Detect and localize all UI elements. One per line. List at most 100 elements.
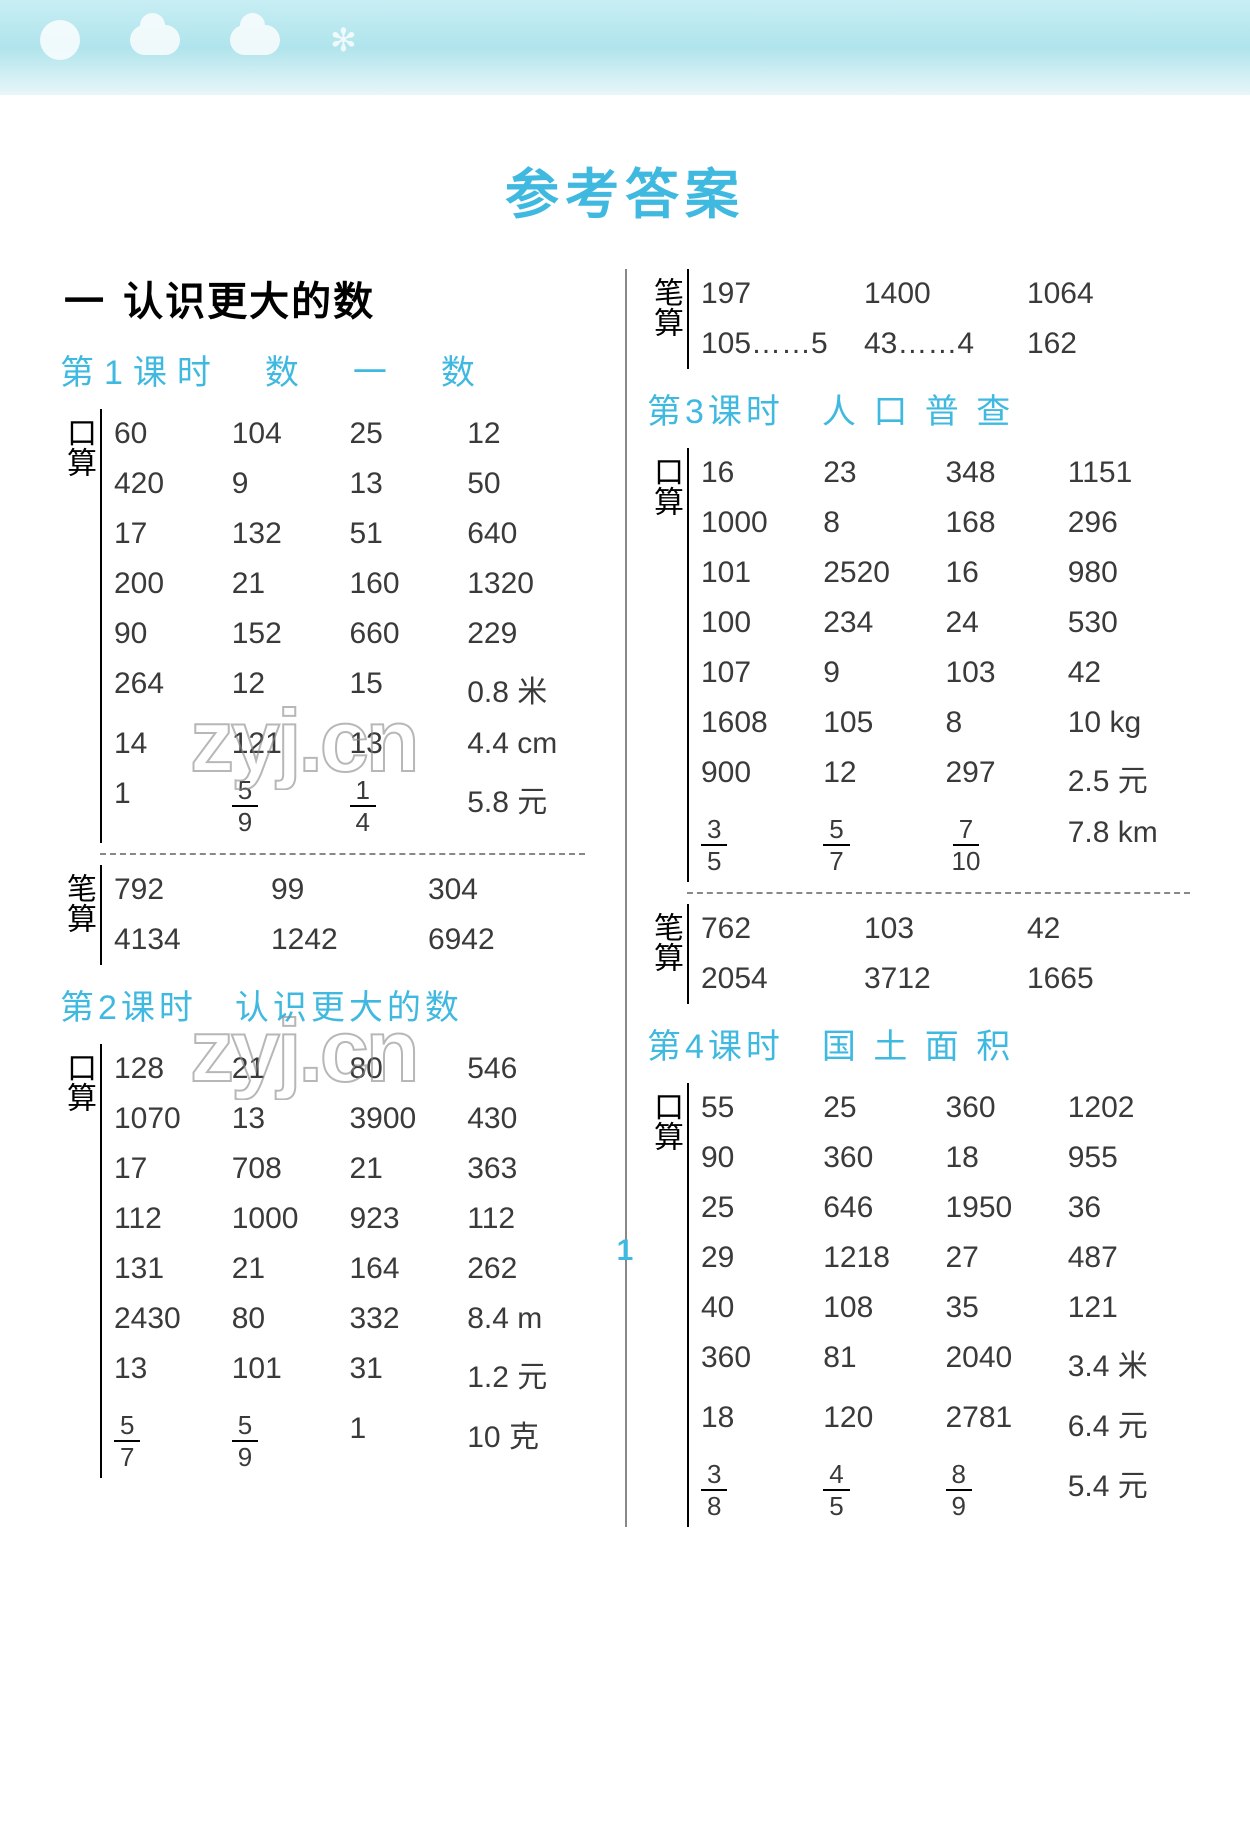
data-cell: 12	[232, 667, 350, 711]
data-cell: 955	[1068, 1141, 1190, 1175]
data-cell: 105	[823, 706, 945, 740]
page-title: 参考答案	[0, 150, 1250, 229]
data-cell: 14	[350, 777, 468, 835]
data-row: 1812027816.4 元	[701, 1393, 1190, 1453]
data-cell: 264	[114, 667, 232, 711]
data-cell: 18	[701, 1401, 823, 1445]
data-row: 159145.8 元	[114, 769, 585, 843]
lesson-3-kousuan-content: 1623348115110008168296101252016980100234…	[687, 448, 1190, 882]
data-cell: 14	[114, 727, 232, 761]
lesson-2-kousuan-block: 口算 1282180546107013390043017708213631121…	[60, 1044, 585, 1478]
data-cell: 81	[823, 1341, 945, 1385]
data-cell: 2.5 元	[1068, 756, 1190, 800]
data-row: 42091350	[114, 459, 585, 509]
lesson-2-title: 第2课时 认识更大的数	[60, 980, 585, 1029]
data-cell: 7.8 km	[1068, 816, 1190, 874]
data-cell: 5.8 元	[467, 777, 585, 835]
data-cell: 13	[114, 1352, 232, 1396]
data-cell: 21	[232, 1052, 350, 1086]
data-cell: 21	[350, 1152, 468, 1186]
data-cell: 5.4 元	[1068, 1461, 1190, 1519]
data-cell: 3900	[350, 1102, 468, 1136]
data-cell: 0.8 米	[467, 667, 585, 711]
chapter-number: 一	[60, 269, 110, 327]
data-cell: 132	[232, 517, 350, 551]
data-cell: 360	[946, 1091, 1068, 1125]
data-row: 200211601320	[114, 559, 585, 609]
data-cell: 59	[232, 1412, 350, 1470]
data-cell: 546	[467, 1052, 585, 1086]
data-cell: 646	[823, 1191, 945, 1225]
data-cell: 100	[701, 606, 823, 640]
data-cell: 363	[467, 1152, 585, 1186]
data-row: 601042512	[114, 409, 585, 459]
data-cell: 360	[823, 1141, 945, 1175]
data-cell: 1.2 元	[467, 1352, 585, 1396]
data-cell: 1000	[232, 1202, 350, 1236]
data-cell: 980	[1068, 556, 1190, 590]
data-cell: 29	[701, 1241, 823, 1275]
data-cell: 197	[701, 277, 864, 311]
data-cell: 23	[823, 456, 945, 490]
data-cell: 89	[946, 1461, 1068, 1519]
data-row: 107910342	[701, 648, 1190, 698]
data-cell: 2520	[823, 556, 945, 590]
page-number: 1	[617, 1234, 634, 1268]
data-cell: 121	[232, 727, 350, 761]
data-cell: 57	[823, 816, 945, 874]
bisuan-label: 笔算	[647, 269, 687, 369]
data-cell: 90	[114, 617, 232, 651]
data-cell: 50	[467, 467, 585, 501]
data-cell: 168	[946, 506, 1068, 540]
data-cell: 103	[864, 912, 1027, 946]
data-cell: 1	[350, 1412, 468, 1470]
data-cell: 1242	[271, 923, 428, 957]
data-row: 16233481151	[701, 448, 1190, 498]
data-cell: 25	[350, 417, 468, 451]
data-cell: 35	[946, 1291, 1068, 1325]
data-cell: 3712	[864, 962, 1027, 996]
data-cell: 108	[823, 1291, 945, 1325]
data-cell: 6942	[428, 923, 585, 957]
data-cell: 55	[701, 1091, 823, 1125]
data-cell: 4.4 cm	[467, 727, 585, 761]
data-row: 1770821363	[114, 1144, 585, 1194]
data-cell: 112	[467, 1202, 585, 1236]
data-cell: 162	[1027, 327, 1190, 361]
data-cell: 42	[1027, 912, 1190, 946]
data-cell: 16	[701, 456, 823, 490]
divider	[687, 892, 1190, 894]
data-cell: 3.4 米	[1068, 1341, 1190, 1385]
data-cell: 487	[1068, 1241, 1190, 1275]
data-cell: 1665	[1027, 962, 1190, 996]
data-cell: 229	[467, 617, 585, 651]
data-cell: 1	[114, 777, 232, 835]
data-cell: 420	[114, 467, 232, 501]
lesson-1-title: 第1课时 数 一 数	[60, 345, 585, 394]
data-cell: 8	[823, 506, 945, 540]
right-top-bisuan-content: 19714001064105……543……4162	[687, 269, 1190, 369]
data-row: 2430803328.4 m	[114, 1294, 585, 1344]
data-cell: 152	[232, 617, 350, 651]
data-cell: 2054	[701, 962, 864, 996]
data-cell: 164	[350, 1252, 468, 1286]
data-cell: 21	[232, 567, 350, 601]
header-bar: ✻	[0, 0, 1250, 95]
data-cell: 348	[946, 456, 1068, 490]
data-row: 10008168296	[701, 498, 1190, 548]
data-cell: 8	[946, 706, 1068, 740]
data-cell: 1151	[1068, 456, 1190, 490]
data-row: 4010835121	[701, 1283, 1190, 1333]
data-cell: 640	[467, 517, 585, 551]
data-cell: 24	[946, 606, 1068, 640]
data-cell: 57	[114, 1412, 232, 1470]
data-row: 19714001064	[701, 269, 1190, 319]
data-cell: 105……5	[701, 327, 864, 361]
data-cell: 12	[823, 756, 945, 800]
cloud-icon	[130, 25, 180, 55]
data-cell: 101	[232, 1352, 350, 1396]
data-cell: 40	[701, 1291, 823, 1325]
data-cell: 21	[232, 1252, 350, 1286]
data-cell: 60	[114, 417, 232, 451]
data-cell: 131	[114, 1252, 232, 1286]
